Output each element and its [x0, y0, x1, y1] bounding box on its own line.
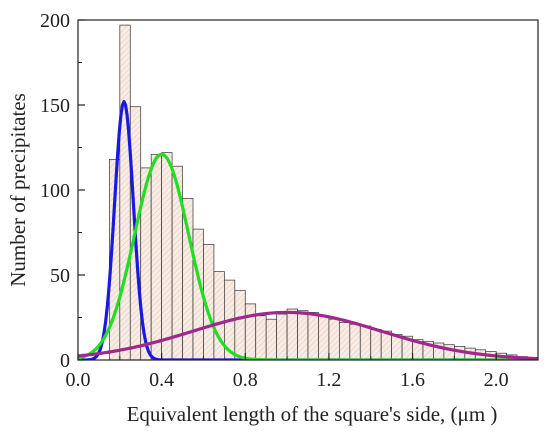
histogram-bar — [234, 289, 246, 360]
fit-curve-3 — [78, 310, 538, 360]
histogram-bar — [213, 271, 225, 360]
y-axis-ticks: 0 50 100 150 200 — [40, 10, 85, 372]
x-tick-label: 0.0 — [66, 369, 91, 391]
histogram-bar — [318, 315, 330, 360]
histogram-bar — [161, 152, 173, 360]
histogram-bar — [244, 303, 257, 360]
fit-curves — [78, 99, 538, 360]
histogram-bar — [297, 310, 309, 360]
y-tick-label: 100 — [40, 180, 70, 202]
histogram-bar — [119, 24, 131, 360]
x-axis-ticks: 0.0 0.4 0.8 1.2 1.6 2.0 — [66, 353, 539, 391]
x-tick-label: 0.8 — [233, 369, 258, 391]
y-axis-label: Number of precipitates — [6, 93, 30, 287]
x-tick-label: 0.4 — [149, 369, 174, 391]
fit-curve-2 — [78, 152, 538, 360]
histogram-bar — [286, 308, 298, 360]
histogram-bar — [307, 312, 319, 360]
x-tick-label: 1.6 — [400, 369, 425, 391]
y-tick-label: 150 — [40, 95, 70, 117]
y-tick-label: 200 — [40, 10, 70, 32]
fit-curve-1 — [78, 99, 538, 360]
histogram-bars — [109, 24, 528, 360]
x-axis-label: Equivalent length of the square's side, … — [127, 402, 498, 426]
histogram-bar — [328, 318, 340, 360]
histogram-bar — [359, 325, 372, 360]
histogram-bar — [255, 315, 267, 360]
histogram-bar — [150, 153, 162, 360]
histogram-bar — [182, 198, 194, 360]
x-tick-label: 1.2 — [316, 369, 341, 391]
histogram-bar — [276, 313, 288, 360]
histogram-bar — [349, 323, 361, 360]
x-tick-label: 2.0 — [484, 369, 509, 391]
histogram-bar — [339, 322, 351, 360]
histogram-bar — [370, 329, 382, 360]
histogram-bar — [265, 318, 277, 360]
y-tick-label: 0 — [60, 350, 70, 372]
y-tick-label: 50 — [50, 265, 70, 287]
